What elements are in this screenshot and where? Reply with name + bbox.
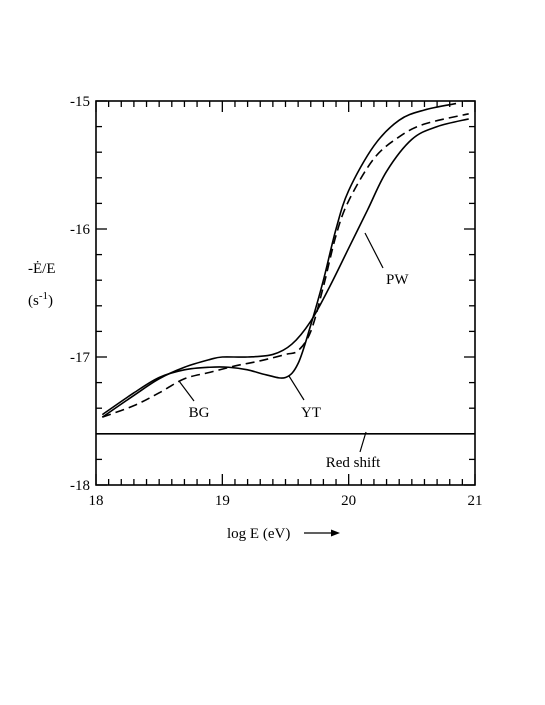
annotation-label: Red shift [326, 455, 381, 471]
minor-ticks [96, 101, 475, 485]
y-tick-label: -15 [70, 94, 90, 110]
series-layer [96, 102, 475, 435]
x-tick-label: 19 [215, 493, 230, 509]
y-tick-label: -18 [70, 478, 90, 494]
x-tick-label: 21 [468, 493, 483, 509]
y-axis-label: -Ė/E [28, 261, 56, 277]
annotation-leader [359, 431, 367, 453]
annotation-label: PW [386, 272, 409, 288]
x-tick-labels: 18 19 20 21 [89, 493, 483, 509]
y-axis-unit-exponent: -1 [39, 290, 48, 302]
x-tick-label: 20 [341, 493, 356, 509]
arrow-right-icon [304, 529, 340, 537]
annotations: PW YT BG Red shift [178, 232, 409, 471]
x-tick-label: 18 [89, 493, 104, 509]
y-tick-label: -17 [70, 350, 90, 366]
y-tick-labels: -15 -16 -17 -18 [70, 94, 90, 494]
annotation-leader [178, 380, 195, 402]
plot-frame [95, 100, 476, 486]
annotation-label: BG [189, 405, 210, 421]
x-axis-label: log E (eV) [227, 526, 290, 542]
annotation-leader [364, 232, 384, 269]
annotation-leader [288, 375, 305, 401]
y-axis-unit-suffix: ) [48, 293, 53, 309]
series-line-bg [102, 113, 469, 418]
series-line-yt [101, 102, 457, 416]
y-axis-unit: (s-1) [28, 290, 53, 309]
series-line-pw [101, 118, 469, 418]
annotation-label: YT [301, 405, 321, 421]
y-tick-label: -16 [70, 222, 90, 238]
major-ticks [95, 100, 476, 486]
y-axis-unit-prefix: (s [28, 293, 39, 309]
